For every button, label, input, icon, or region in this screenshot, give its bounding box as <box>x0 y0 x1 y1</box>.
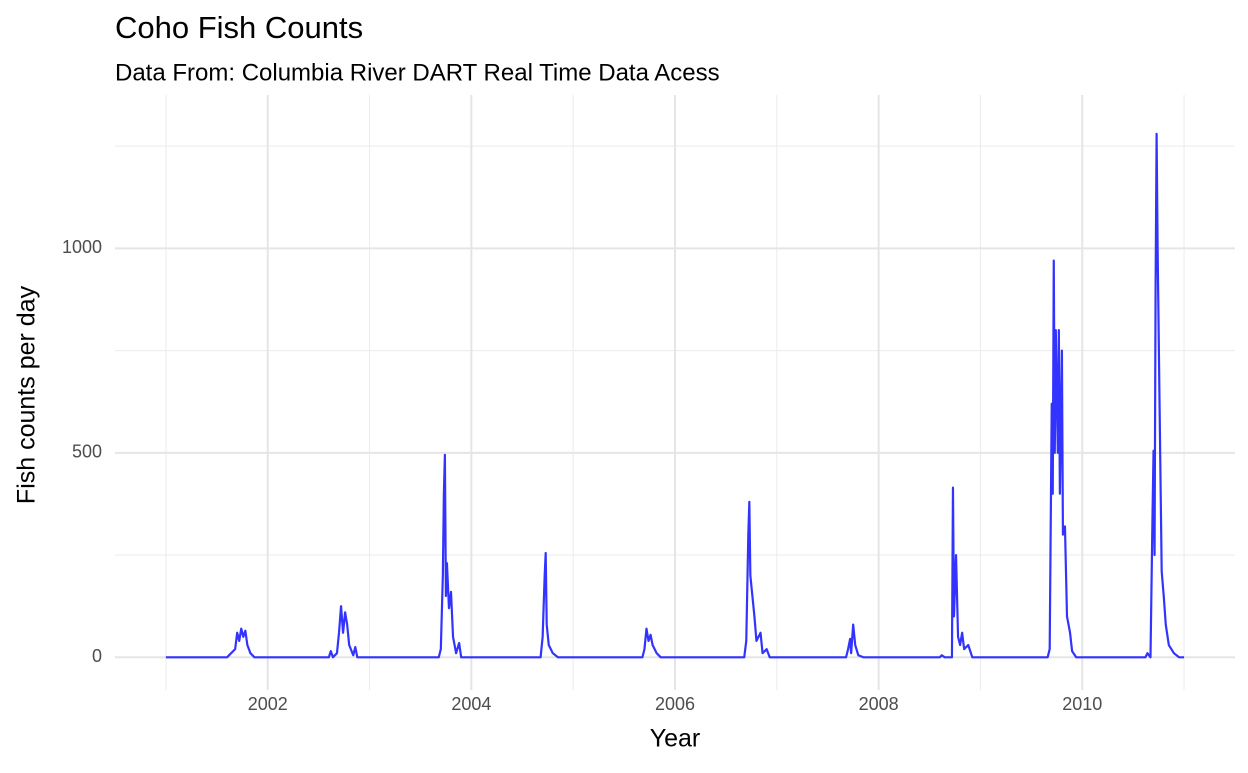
x-axis-title: Year <box>650 725 701 753</box>
y-axis-title: Fish counts per day <box>13 285 41 504</box>
x-tick-label: 2002 <box>248 694 288 714</box>
x-tick-label: 2006 <box>655 694 695 714</box>
chart-subtitle: Data From: Columbia River DART Real Time… <box>115 59 720 86</box>
y-tick-label: 1000 <box>62 237 102 257</box>
data-line <box>165 132 1185 659</box>
x-tick-label: 2010 <box>1062 694 1102 714</box>
y-tick-label: 500 <box>72 442 102 462</box>
x-tick-label: 2004 <box>451 694 491 714</box>
x-tick-label: 2008 <box>859 694 899 714</box>
y-tick-label: 0 <box>92 646 102 666</box>
chart-title: Coho Fish Counts <box>115 10 363 45</box>
